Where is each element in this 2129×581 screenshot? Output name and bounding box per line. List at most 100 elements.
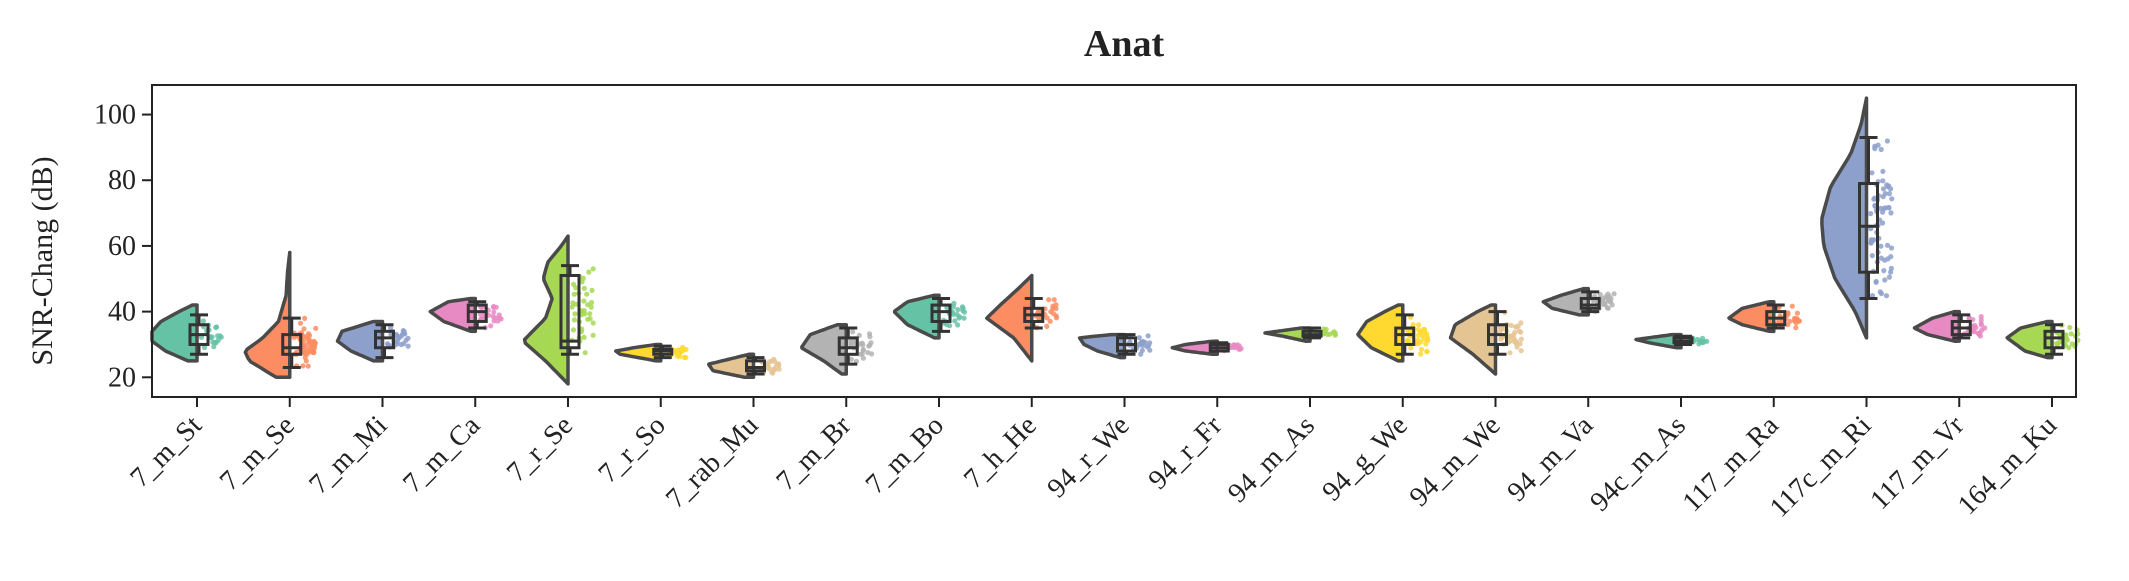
data-point	[1142, 339, 1148, 346]
data-point	[1966, 315, 1972, 321]
data-point	[1700, 340, 1706, 346]
data-point	[582, 350, 588, 356]
x-tick-label: 117c_m_Ri	[1764, 410, 1878, 524]
data-point	[1869, 170, 1875, 176]
data-point	[1422, 329, 1428, 336]
x-tick-label: 94_r_We	[1041, 410, 1135, 504]
data-point	[1888, 254, 1894, 260]
violin-body	[1541, 286, 1590, 317]
data-point	[1882, 257, 1888, 263]
data-point	[866, 343, 872, 349]
x-tick-label: 94_m_We	[1404, 410, 1507, 513]
data-point	[581, 298, 587, 304]
violin-body	[1170, 339, 1219, 357]
data-point	[1518, 336, 1524, 342]
data-point	[1050, 303, 1056, 309]
x-tick-label: 7_m_Br	[770, 410, 857, 497]
data-point	[867, 334, 873, 340]
x-tick-label: 7_h_He	[958, 410, 1043, 495]
violin-body	[892, 293, 941, 340]
data-point	[1512, 329, 1518, 335]
data-point	[1696, 341, 1702, 347]
data-point	[1137, 341, 1143, 347]
data-point	[1877, 289, 1883, 295]
data-point	[1888, 210, 1894, 216]
data-point	[1518, 329, 1524, 335]
violin-body	[428, 296, 477, 334]
data-point	[848, 356, 854, 362]
data-point	[1868, 211, 1874, 217]
data-point	[1976, 331, 1982, 337]
data-point	[683, 354, 689, 361]
x-tick-label: 7_m_Ca	[397, 410, 486, 499]
chart-title: Anat	[1084, 23, 1165, 65]
box	[1579, 296, 1601, 310]
data-point	[311, 350, 317, 356]
data-point	[388, 325, 394, 331]
data-point	[570, 327, 577, 333]
data-point	[1884, 138, 1890, 144]
data-point	[952, 318, 958, 324]
data-point	[301, 326, 307, 332]
data-point	[1880, 194, 1886, 200]
violin-7_m_St	[150, 303, 224, 363]
violin-body	[243, 250, 292, 380]
data-point	[1789, 303, 1795, 309]
data-point	[214, 324, 220, 330]
x-axis: 7_m_St 7_m_Se 7_m_Mi 7_m_Ca 7_r_Se 7_r_So7_ra…	[124, 397, 2063, 524]
box	[374, 329, 395, 350]
violin-body	[707, 352, 756, 380]
data-point	[586, 269, 592, 275]
y-axis-label: SNR-Chang (dB)	[26, 156, 59, 365]
data-point	[1880, 168, 1886, 174]
data-point	[1234, 342, 1240, 348]
data-point	[1511, 338, 1517, 345]
violin-7_r_Se	[522, 234, 596, 386]
data-point	[766, 359, 773, 365]
data-point	[1404, 339, 1410, 345]
data-point	[860, 346, 866, 353]
data-point	[405, 335, 411, 341]
violin-117_m_Vr	[1912, 309, 1988, 343]
data-point	[1423, 341, 1429, 347]
data-point	[589, 287, 595, 293]
x-tick-label: 94_r_Fr	[1142, 410, 1228, 496]
data-point	[860, 355, 867, 361]
data-point	[950, 304, 957, 310]
data-point	[1418, 351, 1424, 357]
y-axis: 20 40 60 80 100	[94, 100, 152, 393]
data-point	[1978, 317, 1984, 323]
violin-body	[1356, 303, 1405, 363]
data-point	[1982, 325, 1988, 331]
data-point	[1889, 196, 1895, 202]
data-point	[1514, 344, 1520, 350]
x-tick-label: 164_m_Ku	[1952, 410, 2063, 521]
data-point	[850, 329, 856, 335]
data-point	[311, 343, 317, 349]
data-point	[1785, 311, 1791, 317]
data-point	[1793, 325, 1799, 331]
data-point	[2064, 335, 2070, 341]
data-point	[860, 342, 866, 348]
data-point	[2069, 341, 2075, 347]
data-point	[587, 311, 593, 317]
x-tick-label: 94_g_We	[1316, 410, 1413, 507]
data-point	[770, 366, 777, 372]
data-point	[1880, 178, 1886, 184]
violin-94_m_Va	[1541, 286, 1617, 317]
data-point	[302, 350, 308, 356]
x-tick-label: 94c_m_As	[1584, 410, 1692, 518]
data-point	[1886, 205, 1892, 211]
data-point	[1888, 186, 1894, 192]
data-point	[1883, 293, 1890, 299]
box	[837, 336, 859, 356]
data-point	[2067, 324, 2073, 331]
data-point	[1871, 196, 1877, 202]
data-point	[1785, 322, 1791, 328]
data-point	[496, 315, 503, 321]
data-point	[1884, 242, 1891, 248]
data-point	[1044, 323, 1050, 329]
data-point	[211, 344, 217, 350]
data-point	[1882, 277, 1888, 283]
violin-94_g_We	[1356, 303, 1431, 363]
